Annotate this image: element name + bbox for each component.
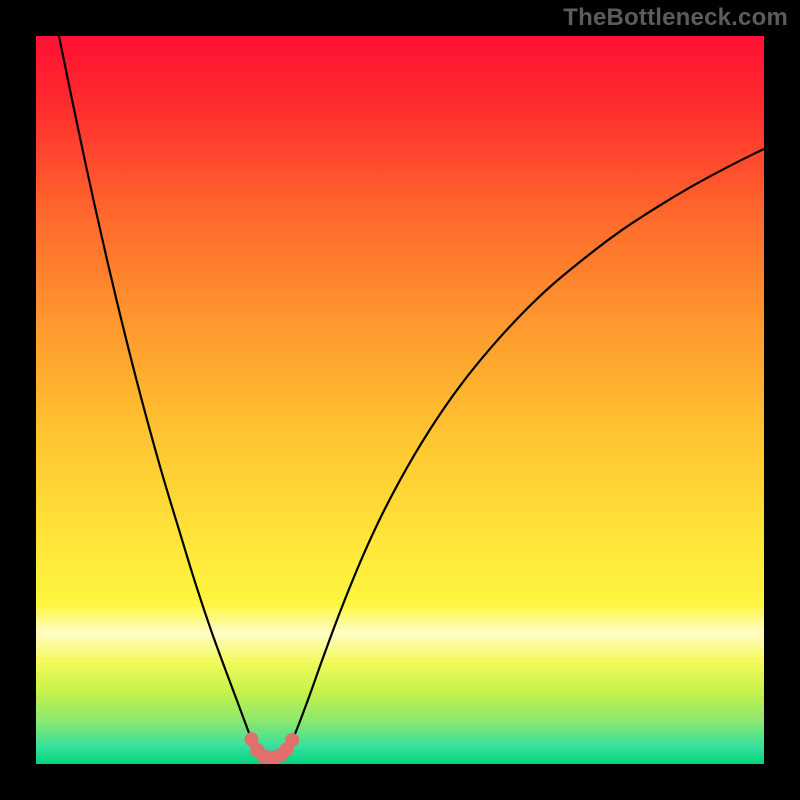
highlight-marker xyxy=(286,733,299,746)
watermark-text: TheBottleneck.com xyxy=(563,4,788,32)
chart-canvas: TheBottleneck.com xyxy=(0,0,800,800)
plot-background xyxy=(36,36,764,764)
chart-svg xyxy=(0,0,800,800)
